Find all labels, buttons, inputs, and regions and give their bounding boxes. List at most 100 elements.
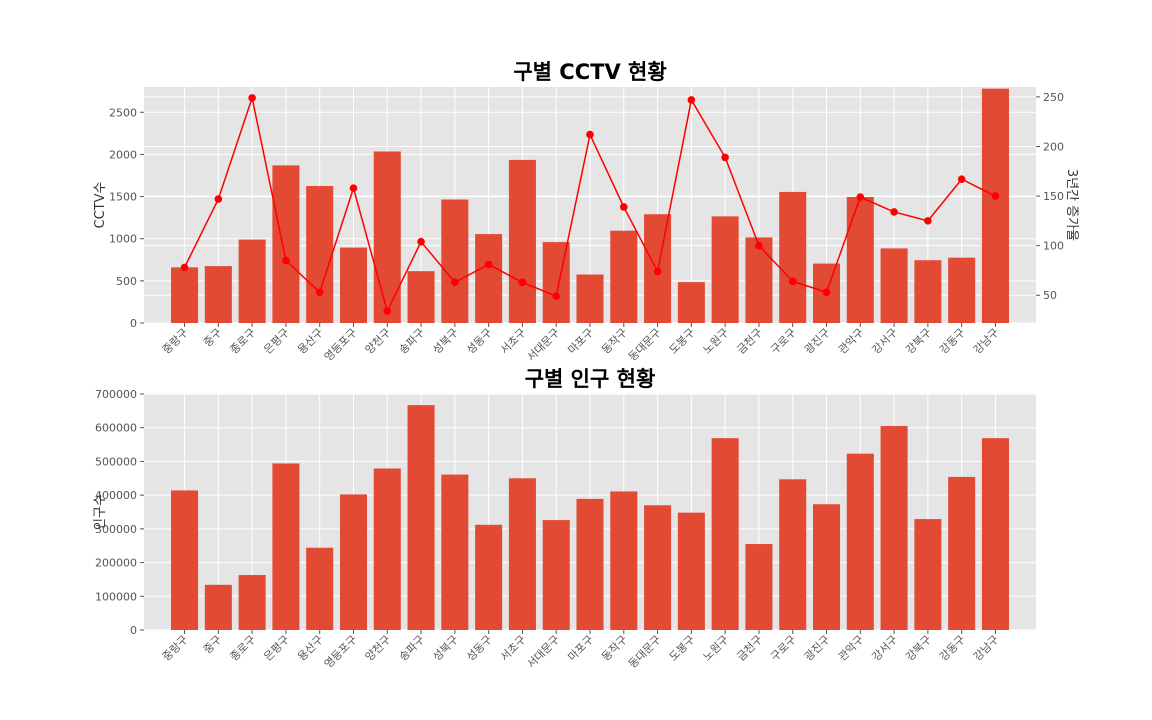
bar-강북구	[914, 519, 941, 630]
population-y-axis-label: 인구수	[93, 494, 108, 530]
bar-노원구	[712, 438, 739, 630]
x-tick-label: 서대문구	[525, 326, 563, 364]
growth-point-마포구	[586, 131, 594, 139]
y2-tick-label: 50	[1043, 289, 1057, 302]
x-tick-label: 동작구	[599, 326, 630, 357]
x-tick-label: 강북구	[903, 633, 934, 664]
growth-point-성북구	[451, 279, 459, 287]
y-tick-label: 1000	[109, 233, 137, 246]
bar-강남구	[982, 89, 1009, 323]
bar-서초구	[509, 478, 536, 630]
y-tick-label: 0	[130, 624, 137, 637]
growth-point-송파구	[417, 238, 425, 246]
bar-중구	[205, 585, 232, 630]
bar-금천구	[745, 237, 772, 323]
x-tick-label: 양천구	[362, 632, 393, 663]
bar-강남구	[982, 438, 1009, 630]
bar-양천구	[374, 469, 401, 630]
x-tick-label: 관악구	[836, 326, 867, 357]
growth-point-성동구	[485, 261, 493, 269]
y2-tick-label: 150	[1043, 190, 1064, 203]
bar-관악구	[847, 197, 874, 323]
x-tick-label: 강북구	[903, 326, 934, 357]
bar-강동구	[948, 258, 975, 323]
growth-point-종로구	[248, 94, 256, 102]
growth-point-강남구	[992, 192, 1000, 200]
cctv-y-axis-label: CCTV수	[93, 181, 108, 228]
growth-y2-axis-label: 3년간 증가율	[1064, 169, 1079, 241]
bar-강동구	[948, 477, 975, 630]
x-tick-label: 노원구	[701, 633, 732, 664]
growth-point-광진구	[823, 288, 831, 296]
population-chart-title: 구별 인구 현황	[525, 367, 656, 391]
growth-point-중랑구	[181, 264, 189, 272]
bar-광진구	[813, 504, 840, 630]
growth-point-서대문구	[552, 292, 560, 300]
x-tick-label: 중구	[201, 633, 225, 657]
growth-point-강동구	[958, 175, 966, 183]
x-tick-label: 은평구	[261, 326, 292, 357]
x-tick-label: 영등포구	[322, 326, 360, 364]
growth-point-동대문구	[654, 268, 662, 276]
bar-동대문구	[644, 505, 671, 630]
x-tick-label: 종로구	[228, 326, 259, 357]
x-tick-label: 중랑구	[160, 326, 191, 357]
y-tick-label: 700000	[95, 388, 137, 401]
bar-강북구	[914, 260, 941, 323]
x-tick-label: 관악구	[836, 633, 867, 664]
bar-금천구	[745, 544, 772, 630]
growth-point-강북구	[924, 217, 932, 225]
bar-도봉구	[678, 282, 705, 323]
bar-마포구	[576, 499, 603, 630]
bar-영등포구	[340, 248, 367, 323]
x-tick-label: 은평구	[261, 633, 292, 664]
y-tick-label: 2000	[109, 148, 137, 161]
x-tick-label: 도봉구	[667, 633, 698, 664]
x-tick-label: 용산구	[295, 326, 326, 357]
bar-관악구	[847, 454, 874, 630]
x-tick-label: 서초구	[498, 633, 529, 664]
bar-중랑구	[171, 267, 198, 323]
y-tick-label: 500000	[95, 455, 137, 468]
growth-point-영등포구	[350, 184, 358, 192]
growth-point-용산구	[316, 288, 324, 296]
x-tick-label: 마포구	[565, 633, 596, 664]
cctv-chart-title: 구별 CCTV 현황	[513, 60, 666, 84]
bar-종로구	[239, 575, 266, 630]
x-tick-label: 성동구	[464, 633, 495, 664]
x-tick-label: 서초구	[498, 326, 529, 357]
x-tick-label: 성동구	[464, 326, 495, 357]
growth-point-도봉구	[688, 96, 696, 104]
x-tick-label: 종로구	[228, 633, 259, 664]
x-tick-label: 중구	[201, 326, 225, 350]
y-tick-label: 600000	[95, 422, 137, 435]
bar-중구	[205, 266, 232, 323]
x-tick-label: 구로구	[768, 326, 799, 357]
bar-구로구	[779, 192, 806, 323]
bar-서대문구	[543, 520, 570, 630]
x-tick-label: 송파구	[397, 326, 428, 357]
x-tick-label: 금천구	[734, 632, 765, 663]
x-tick-label: 성북구	[430, 326, 461, 357]
bar-강서구	[881, 426, 908, 630]
bar-마포구	[576, 275, 603, 323]
x-tick-label: 성북구	[430, 633, 461, 664]
bar-양천구	[374, 151, 401, 323]
x-tick-label: 서대문구	[525, 633, 563, 671]
cctv-y-ticks: 05001000150020002500	[109, 106, 144, 330]
y2-tick-label: 250	[1043, 91, 1064, 104]
bar-중랑구	[171, 490, 198, 630]
growth-point-은평구	[282, 257, 290, 265]
bar-송파구	[408, 271, 435, 323]
growth-point-구로구	[789, 278, 797, 286]
growth-point-서초구	[519, 279, 527, 287]
growth-point-중구	[215, 195, 223, 203]
bar-성동구	[475, 234, 502, 323]
growth-point-금천구	[755, 242, 763, 250]
bar-은평구	[272, 165, 299, 323]
bar-동작구	[610, 231, 637, 323]
x-tick-label: 강서구	[870, 326, 901, 357]
bar-성동구	[475, 525, 502, 630]
